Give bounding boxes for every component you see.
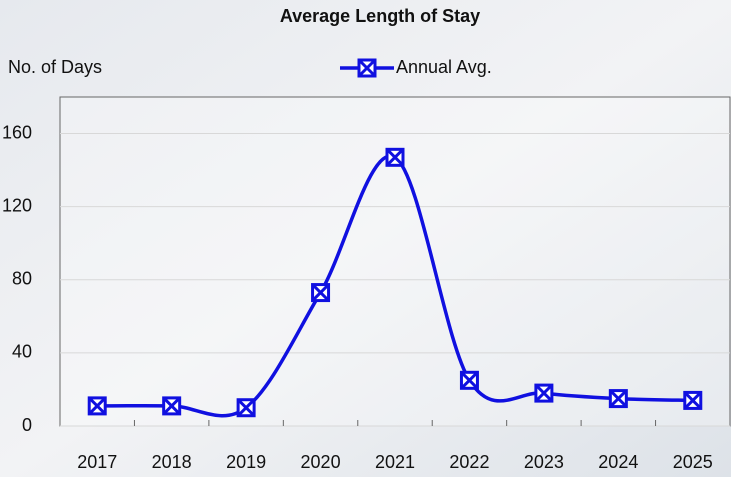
point-marker: [608, 389, 628, 409]
x-tick-label: 2022: [449, 452, 489, 472]
point-marker: [534, 383, 554, 403]
point-marker: [87, 396, 107, 416]
point-marker: [162, 396, 182, 416]
y-tick-label: 120: [2, 195, 32, 215]
y-axis-label: No. of Days: [8, 57, 102, 77]
y-tick-label: 80: [12, 269, 32, 289]
point-marker: [459, 370, 479, 390]
y-tick-label: 0: [22, 415, 32, 435]
plot-area: [59, 96, 731, 427]
legend-marker: [357, 58, 377, 78]
legend-label: Annual Avg.: [396, 57, 492, 77]
point-marker: [236, 398, 256, 418]
x-tick-label: 2025: [673, 452, 713, 472]
x-tick-label: 2023: [524, 452, 564, 472]
x-tick-label: 2018: [152, 452, 192, 472]
x-tick-label: 2021: [375, 452, 415, 472]
point-marker: [683, 390, 703, 410]
x-tick-label: 2017: [77, 452, 117, 472]
point-marker: [385, 147, 405, 167]
chart-title: Average Length of Stay: [280, 6, 480, 26]
x-tick-label: 2019: [226, 452, 266, 472]
point-marker: [311, 283, 331, 303]
y-tick-label: 40: [12, 342, 32, 362]
y-tick-label: 160: [2, 122, 32, 142]
x-tick-label: 2020: [301, 452, 341, 472]
x-tick-label: 2024: [598, 452, 638, 472]
